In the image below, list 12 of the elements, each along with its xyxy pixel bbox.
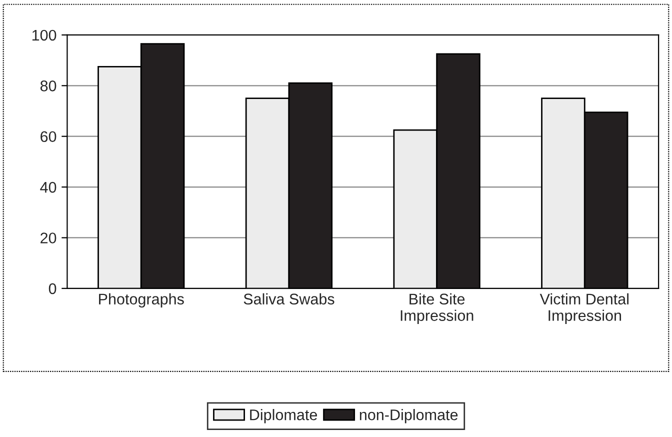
x-tick-label: Photographs [99,293,184,308]
legend-label: Diplomate [250,409,317,424]
x-tick-label: Bite Site Impression [400,293,474,324]
y-tick-label: 40 [40,182,56,193]
y-tick-label: 80 [40,80,56,92]
legend-label: non-Diplomate [360,409,458,424]
x-tick-label: Victim Dental Impression [540,293,628,324]
y-tick-label: 60 [40,131,56,142]
y-tick-label: 20 [40,232,56,244]
x-tick-label: Saliva Swabs [244,293,334,305]
y-tick-label: 0 [48,283,56,294]
y-tick-label: 100 [32,30,56,41]
